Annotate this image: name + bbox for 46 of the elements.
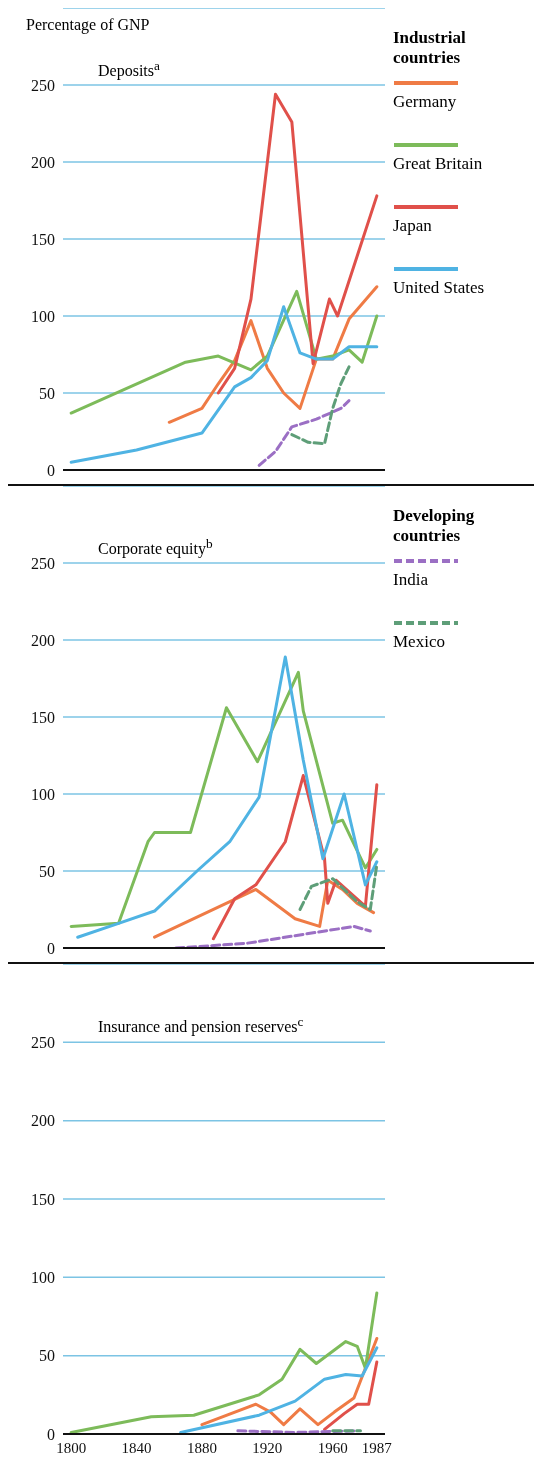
y-tick-label: 100 xyxy=(31,307,55,325)
legend-title: Industrial countries xyxy=(393,28,466,67)
y-tick-label: 200 xyxy=(31,631,55,649)
legend-label: United States xyxy=(393,278,485,297)
y-tick-label: 50 xyxy=(39,384,55,402)
line-series xyxy=(179,1346,379,1434)
legend-label: Japan xyxy=(393,216,432,235)
legend-label: India xyxy=(393,570,428,589)
y-tick-label: 150 xyxy=(31,1190,55,1208)
y-tick-label: 250 xyxy=(31,76,55,94)
line-series xyxy=(257,399,351,467)
text: Corporate equity$^{b}$ xyxy=(98,536,213,559)
y-tick-label: 0 xyxy=(47,939,55,957)
y-tick-label: 150 xyxy=(31,708,55,726)
line-series xyxy=(69,1291,379,1434)
line-series xyxy=(200,1336,379,1427)
line-series xyxy=(216,92,379,395)
legend-label: Great Britain xyxy=(393,154,483,173)
line-series xyxy=(174,924,372,948)
x-tick-label: 1880 xyxy=(186,1439,217,1456)
line-series xyxy=(298,863,379,911)
y-tick-label: 250 xyxy=(31,1034,55,1052)
x-tick-label: 1987 xyxy=(361,1439,393,1456)
y-tick-label: 50 xyxy=(39,1347,55,1365)
text: Deposits$^{a}$ xyxy=(98,58,160,81)
y-tick-label: 200 xyxy=(31,1112,55,1130)
y-tick-label: 0 xyxy=(47,1425,55,1443)
x-tick-label: 1960 xyxy=(317,1439,348,1456)
x-tick-label: 1800 xyxy=(56,1439,87,1456)
x-tick-label: 1920 xyxy=(252,1439,283,1456)
y-tick-label: 100 xyxy=(31,785,55,803)
legend-label: Germany xyxy=(393,92,457,111)
y-tick-label: 250 xyxy=(31,554,55,572)
legend-title: Developing countries xyxy=(393,506,475,545)
y-tick-label: 200 xyxy=(31,153,55,171)
y-tick-label: 100 xyxy=(31,1269,55,1287)
legend-label: Mexico xyxy=(393,632,445,651)
text: Insurance and pension reserves$^{c}$ xyxy=(98,1014,304,1037)
x-tick-label: 1840 xyxy=(121,1439,152,1456)
y-tick-label: 0 xyxy=(47,461,55,479)
line-series xyxy=(69,305,379,464)
y-tick-label: 150 xyxy=(31,230,55,248)
line-series xyxy=(290,365,351,446)
line-series xyxy=(323,1360,379,1431)
y-tick-label: 50 xyxy=(39,862,55,880)
y-axis-title: Percentage of GNP xyxy=(26,16,150,34)
